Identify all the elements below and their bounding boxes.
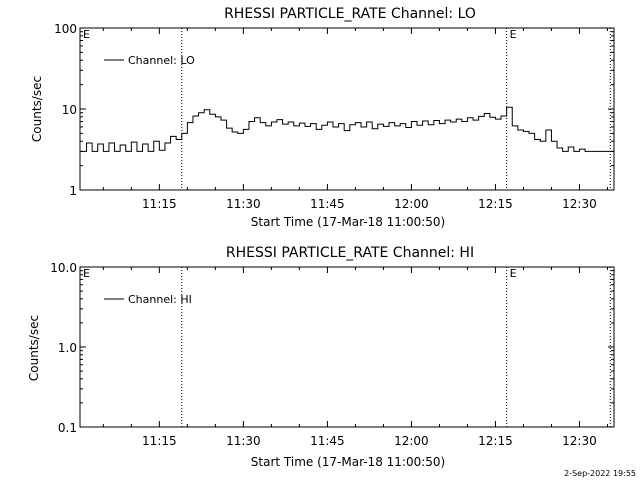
lo-plot-frame — [79, 27, 615, 191]
hi-x-tick-label: 12:30 — [562, 434, 597, 448]
hi-x-tick-label: 12:00 — [394, 434, 429, 448]
hi-x-axis-label: Start Time (17-Mar-18 11:00:50) — [251, 455, 445, 469]
lo-x-axis-label: Start Time (17-Mar-18 11:00:50) — [251, 215, 445, 229]
footer-date: 2-Sep-2022 19:55 — [564, 469, 636, 478]
hi-legend-label: Channel: HI — [128, 293, 192, 306]
lo-x-tick-label: 11:15 — [142, 197, 177, 211]
hi-y-tick-label: 1.0 — [58, 341, 77, 355]
lo-event-marker-label: E — [83, 28, 90, 41]
hi-x-tick-label: 11:15 — [142, 434, 177, 448]
lo-series-line — [80, 106, 614, 152]
lo-x-tick-label: 12:00 — [394, 197, 429, 211]
lo-y-tick-label: 100 — [54, 22, 77, 36]
lo-channel-panel: RHESSI PARTICLE_RATE Channel: LO Counts/… — [30, 6, 615, 229]
hi-x-tick-label: 12:15 — [478, 434, 513, 448]
lo-y-tick-label: 1 — [69, 184, 77, 198]
lo-x-tick-label: 11:30 — [226, 197, 261, 211]
hi-event-marker-label: E — [510, 267, 517, 280]
hi-y-tick-label: 10.0 — [50, 261, 77, 275]
lo-chart-title: RHESSI PARTICLE_RATE Channel: LO — [224, 6, 476, 22]
hi-event-marker-label: E — [83, 267, 90, 280]
hi-y-axis-label: Counts/sec — [27, 315, 41, 381]
hi-y-tick-label: 0.1 — [58, 421, 77, 435]
lo-y-tick-label: 10 — [62, 103, 77, 117]
hi-chart-title: RHESSI PARTICLE_RATE Channel: HI — [226, 245, 474, 261]
lo-legend-label: Channel: LO — [128, 54, 195, 67]
hi-x-tick-label: 11:45 — [310, 434, 345, 448]
hi-channel-panel: RHESSI PARTICLE_RATE Channel: HI Counts/… — [27, 245, 615, 469]
lo-y-axis-label: Counts/sec — [30, 76, 44, 142]
hi-plot-frame — [79, 266, 615, 428]
hi-x-tick-label: 11:30 — [226, 434, 261, 448]
lo-event-marker-label: E — [510, 28, 517, 41]
lo-x-tick-label: 11:45 — [310, 197, 345, 211]
lo-x-tick-label: 12:30 — [562, 197, 597, 211]
lo-x-tick-label: 12:15 — [478, 197, 513, 211]
